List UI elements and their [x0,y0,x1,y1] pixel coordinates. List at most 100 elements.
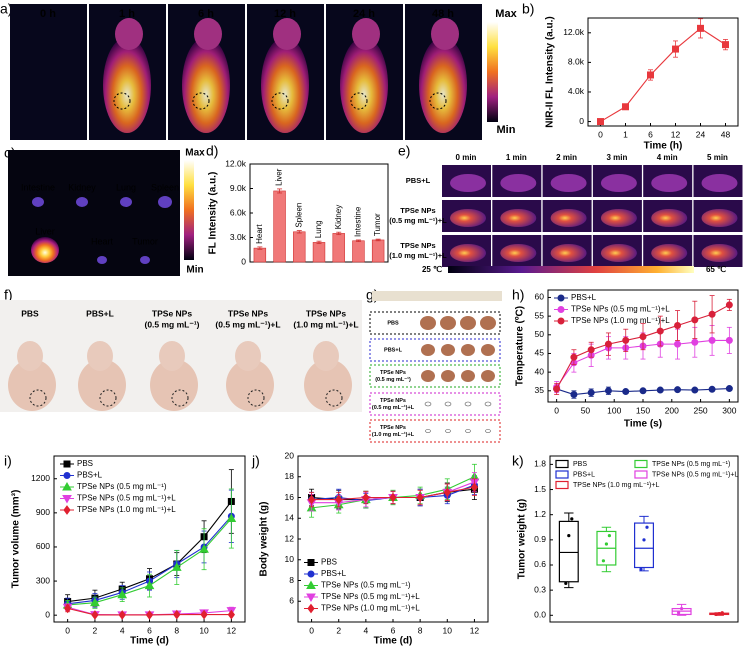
legend-label: TPSe NPs (0.5 mg mL⁻¹)+L [652,471,738,478]
legend-label: TPSe NPs (0.5 mg mL⁻¹)+L [77,494,176,503]
y-tick-label: 12.0k [563,27,585,37]
data-point [725,301,733,309]
y-tick-label: 600 [36,541,50,551]
organ-signal [140,256,150,264]
data-point [604,542,609,546]
organ-signal [76,197,88,207]
organ-label: Kidney [68,182,96,192]
tumor-circle [271,92,289,110]
y-tick-label: 9.0k [230,183,247,193]
tumor-circle [350,92,368,110]
group-label: TPSe NPs [152,308,192,318]
organ-signal [158,196,172,208]
data-point [173,609,181,620]
scale-label: Max [185,148,205,159]
data-point [680,606,684,611]
x-axis-label: Time (d) [130,636,169,647]
data-point [227,609,235,620]
plot-frame [587,17,739,127]
data-point [470,482,479,492]
data-point [601,559,606,563]
legend-label: TPSe NPs (0.5 mg mL⁻¹) [321,581,411,590]
legend-marker [62,481,72,491]
y-tick-label: 18 [285,471,295,481]
row-box [369,364,501,388]
x-tick-label: 2 [93,625,98,635]
y-tick-label: 0 [45,609,50,619]
x-tick-label: 4 [120,625,125,635]
mouse-head [17,341,43,371]
legend-label: PBS+L [77,471,103,480]
x-tick-label: 6 [391,625,396,635]
legend-marker [307,603,315,614]
data-point [691,338,699,346]
data-point [725,385,733,393]
organ-signal [97,256,107,264]
data-point [570,353,578,361]
y-tick-label: 35 [535,385,545,395]
mouse-head [159,341,185,371]
tumor [440,316,456,330]
panel-label: d) [206,143,218,159]
box [633,522,654,569]
data-point [362,492,370,503]
scale-label: Min [186,265,203,276]
time-label: 48 h [432,8,454,20]
mouse-thermal [550,244,587,262]
mouse-body [304,359,352,411]
group-label: PBS+L [86,308,114,318]
mouse-signal [419,37,467,133]
data-point [639,567,643,571]
legend-label: TPSe NPs (1.0 mg mL⁻¹)+L [321,604,420,613]
mouse-thermal [651,244,688,262]
scale-label: Min [497,124,516,136]
time-label: 2 min [556,153,577,162]
legend-swatch [634,459,648,469]
y-tick-label: 8.0k [568,57,585,67]
data-point [674,321,682,329]
organ-label: Heart [91,236,114,246]
data-point [656,386,664,394]
time-label: 0 h [40,8,56,20]
y-tick-label: 0.6 [534,559,546,569]
legend-label: TPSe NPs (1.0 mg mL⁻¹)+L [573,482,659,489]
data-point [389,492,397,503]
organ-label: Liver [35,226,55,236]
tumor-circle [325,389,343,407]
data-point [553,385,561,393]
row-box [369,392,501,416]
tumor-circle [429,92,447,110]
bar [273,190,286,263]
mouse-body [78,359,126,411]
legend-marker [63,505,71,515]
bar [332,233,345,263]
mouse-head [235,341,261,371]
y-tick-label: 10 [285,554,295,564]
bar [312,242,326,263]
tumor [445,429,451,433]
data-point [622,103,629,111]
data-point [335,494,343,505]
group-label: TPSe NPs [306,308,346,318]
y-tick-label: 40 [535,366,545,376]
x-tick-label: 6 [648,129,653,139]
legend-label: PBS+L [571,293,597,302]
tumor [464,401,472,407]
x-tick-label: 6 [147,625,152,635]
row-label: TPSe NPs [400,241,435,250]
legend-swatch [555,459,569,469]
tumor [420,316,436,330]
x-tick-label: 8 [174,625,179,635]
data-point [604,387,612,395]
data-point [226,513,237,523]
time-label: 24 h [353,8,375,20]
time-label: 1 min [506,153,527,162]
mouse-body [150,359,198,411]
legend-label: TPSe NPs (0.5 mg mL⁻¹) [652,461,730,468]
mouse-thermal [550,174,587,192]
legend-marker [306,580,316,589]
x-axis-label: Time (h) [644,141,683,152]
mouse-signal [261,37,309,133]
bar-category-label: Tumor [373,213,382,236]
mouse-thermal [701,244,738,262]
